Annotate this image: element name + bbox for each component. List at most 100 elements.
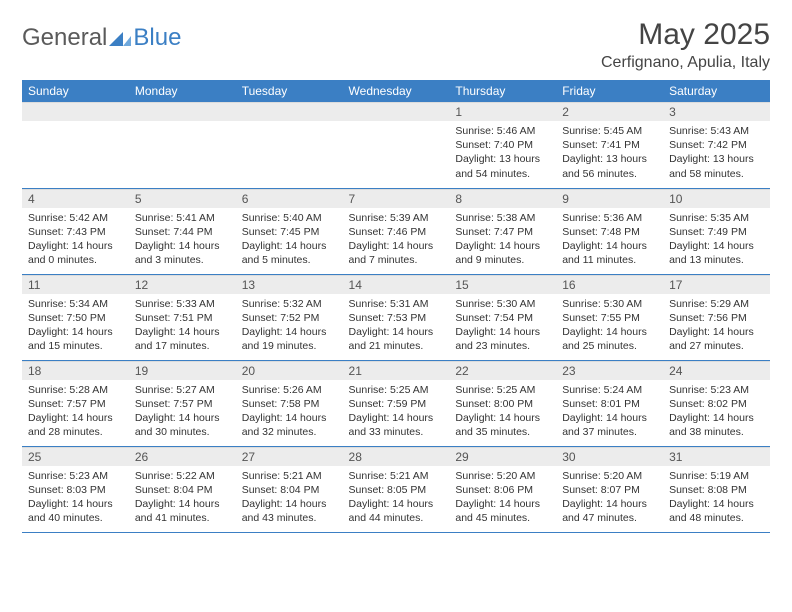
day-number: 4 <box>22 189 129 208</box>
sunset-line: Sunset: 7:56 PM <box>669 311 764 325</box>
daylight-line: Daylight: 14 hours and 11 minutes. <box>562 239 657 267</box>
sunset-line: Sunset: 8:05 PM <box>349 483 444 497</box>
sunset-line: Sunset: 7:59 PM <box>349 397 444 411</box>
sunrise-line: Sunrise: 5:21 AM <box>349 469 444 483</box>
calendar-cell: 8Sunrise: 5:38 AMSunset: 7:47 PMDaylight… <box>449 188 556 274</box>
day-details: Sunrise: 5:22 AMSunset: 8:04 PMDaylight:… <box>129 466 236 530</box>
calendar-cell: 2Sunrise: 5:45 AMSunset: 7:41 PMDaylight… <box>556 102 663 188</box>
calendar-cell <box>343 102 450 188</box>
day-number: 25 <box>22 447 129 466</box>
sunset-line: Sunset: 8:04 PM <box>242 483 337 497</box>
daylight-line: Daylight: 13 hours and 56 minutes. <box>562 152 657 180</box>
calendar-cell: 26Sunrise: 5:22 AMSunset: 8:04 PMDayligh… <box>129 446 236 532</box>
day-number: 23 <box>556 361 663 380</box>
calendar-cell: 19Sunrise: 5:27 AMSunset: 7:57 PMDayligh… <box>129 360 236 446</box>
sunrise-line: Sunrise: 5:32 AM <box>242 297 337 311</box>
daylight-line: Daylight: 14 hours and 13 minutes. <box>669 239 764 267</box>
day-number: 5 <box>129 189 236 208</box>
sunset-line: Sunset: 8:02 PM <box>669 397 764 411</box>
calendar-week-row: 11Sunrise: 5:34 AMSunset: 7:50 PMDayligh… <box>22 274 770 360</box>
sunrise-line: Sunrise: 5:24 AM <box>562 383 657 397</box>
sunrise-line: Sunrise: 5:39 AM <box>349 211 444 225</box>
day-details: Sunrise: 5:24 AMSunset: 8:01 PMDaylight:… <box>556 380 663 444</box>
sunset-line: Sunset: 7:45 PM <box>242 225 337 239</box>
logo-triangle-icon <box>109 30 131 46</box>
daylight-line: Daylight: 14 hours and 38 minutes. <box>669 411 764 439</box>
daylight-line: Daylight: 14 hours and 25 minutes. <box>562 325 657 353</box>
day-number: 2 <box>556 102 663 121</box>
sunrise-line: Sunrise: 5:25 AM <box>349 383 444 397</box>
day-number <box>236 102 343 121</box>
calendar-cell: 12Sunrise: 5:33 AMSunset: 7:51 PMDayligh… <box>129 274 236 360</box>
calendar-cell: 6Sunrise: 5:40 AMSunset: 7:45 PMDaylight… <box>236 188 343 274</box>
calendar-cell: 13Sunrise: 5:32 AMSunset: 7:52 PMDayligh… <box>236 274 343 360</box>
day-details: Sunrise: 5:30 AMSunset: 7:55 PMDaylight:… <box>556 294 663 358</box>
sunset-line: Sunset: 7:57 PM <box>28 397 123 411</box>
sunrise-line: Sunrise: 5:27 AM <box>135 383 230 397</box>
day-details: Sunrise: 5:23 AMSunset: 8:03 PMDaylight:… <box>22 466 129 530</box>
calendar-cell: 9Sunrise: 5:36 AMSunset: 7:48 PMDaylight… <box>556 188 663 274</box>
sunset-line: Sunset: 7:52 PM <box>242 311 337 325</box>
calendar-cell: 5Sunrise: 5:41 AMSunset: 7:44 PMDaylight… <box>129 188 236 274</box>
sunrise-line: Sunrise: 5:29 AM <box>669 297 764 311</box>
daylight-line: Daylight: 14 hours and 37 minutes. <box>562 411 657 439</box>
sunset-line: Sunset: 8:06 PM <box>455 483 550 497</box>
day-details: Sunrise: 5:23 AMSunset: 8:02 PMDaylight:… <box>663 380 770 444</box>
day-number: 1 <box>449 102 556 121</box>
weekday-header: Thursday <box>449 80 556 102</box>
day-number: 14 <box>343 275 450 294</box>
sunrise-line: Sunrise: 5:40 AM <box>242 211 337 225</box>
calendar-header: SundayMondayTuesdayWednesdayThursdayFrid… <box>22 80 770 102</box>
location-label: Cerfignano, Apulia, Italy <box>601 54 770 72</box>
daylight-line: Daylight: 13 hours and 58 minutes. <box>669 152 764 180</box>
sunset-line: Sunset: 7:40 PM <box>455 138 550 152</box>
day-details: Sunrise: 5:28 AMSunset: 7:57 PMDaylight:… <box>22 380 129 444</box>
day-details: Sunrise: 5:34 AMSunset: 7:50 PMDaylight:… <box>22 294 129 358</box>
sunrise-line: Sunrise: 5:23 AM <box>28 469 123 483</box>
calendar-cell <box>236 102 343 188</box>
sunrise-line: Sunrise: 5:21 AM <box>242 469 337 483</box>
calendar-cell: 15Sunrise: 5:30 AMSunset: 7:54 PMDayligh… <box>449 274 556 360</box>
day-details: Sunrise: 5:31 AMSunset: 7:53 PMDaylight:… <box>343 294 450 358</box>
daylight-line: Daylight: 14 hours and 23 minutes. <box>455 325 550 353</box>
day-details: Sunrise: 5:33 AMSunset: 7:51 PMDaylight:… <box>129 294 236 358</box>
sunset-line: Sunset: 8:07 PM <box>562 483 657 497</box>
sunset-line: Sunset: 7:55 PM <box>562 311 657 325</box>
sunrise-line: Sunrise: 5:28 AM <box>28 383 123 397</box>
sunrise-line: Sunrise: 5:26 AM <box>242 383 337 397</box>
calendar-cell: 4Sunrise: 5:42 AMSunset: 7:43 PMDaylight… <box>22 188 129 274</box>
daylight-line: Daylight: 14 hours and 0 minutes. <box>28 239 123 267</box>
daylight-line: Daylight: 14 hours and 35 minutes. <box>455 411 550 439</box>
day-details: Sunrise: 5:27 AMSunset: 7:57 PMDaylight:… <box>129 380 236 444</box>
sunset-line: Sunset: 7:49 PM <box>669 225 764 239</box>
sunrise-line: Sunrise: 5:30 AM <box>562 297 657 311</box>
day-details: Sunrise: 5:39 AMSunset: 7:46 PMDaylight:… <box>343 208 450 272</box>
calendar-week-row: 1Sunrise: 5:46 AMSunset: 7:40 PMDaylight… <box>22 102 770 188</box>
daylight-line: Daylight: 14 hours and 41 minutes. <box>135 497 230 525</box>
day-number: 21 <box>343 361 450 380</box>
day-details: Sunrise: 5:20 AMSunset: 8:06 PMDaylight:… <box>449 466 556 530</box>
day-number: 20 <box>236 361 343 380</box>
calendar-cell: 28Sunrise: 5:21 AMSunset: 8:05 PMDayligh… <box>343 446 450 532</box>
calendar-cell: 1Sunrise: 5:46 AMSunset: 7:40 PMDaylight… <box>449 102 556 188</box>
sunset-line: Sunset: 7:54 PM <box>455 311 550 325</box>
calendar-cell: 3Sunrise: 5:43 AMSunset: 7:42 PMDaylight… <box>663 102 770 188</box>
daylight-line: Daylight: 14 hours and 32 minutes. <box>242 411 337 439</box>
day-number <box>129 102 236 121</box>
sunset-line: Sunset: 7:58 PM <box>242 397 337 411</box>
header-row: General Blue May 2025 Cerfignano, Apulia… <box>22 18 770 72</box>
day-number: 6 <box>236 189 343 208</box>
calendar-cell: 14Sunrise: 5:31 AMSunset: 7:53 PMDayligh… <box>343 274 450 360</box>
day-number <box>343 102 450 121</box>
day-details: Sunrise: 5:30 AMSunset: 7:54 PMDaylight:… <box>449 294 556 358</box>
day-details: Sunrise: 5:25 AMSunset: 7:59 PMDaylight:… <box>343 380 450 444</box>
day-details: Sunrise: 5:21 AMSunset: 8:05 PMDaylight:… <box>343 466 450 530</box>
day-number: 17 <box>663 275 770 294</box>
day-details: Sunrise: 5:21 AMSunset: 8:04 PMDaylight:… <box>236 466 343 530</box>
sunset-line: Sunset: 8:08 PM <box>669 483 764 497</box>
day-number: 18 <box>22 361 129 380</box>
sunset-line: Sunset: 8:03 PM <box>28 483 123 497</box>
day-number: 26 <box>129 447 236 466</box>
sunrise-line: Sunrise: 5:23 AM <box>669 383 764 397</box>
day-details: Sunrise: 5:35 AMSunset: 7:49 PMDaylight:… <box>663 208 770 272</box>
